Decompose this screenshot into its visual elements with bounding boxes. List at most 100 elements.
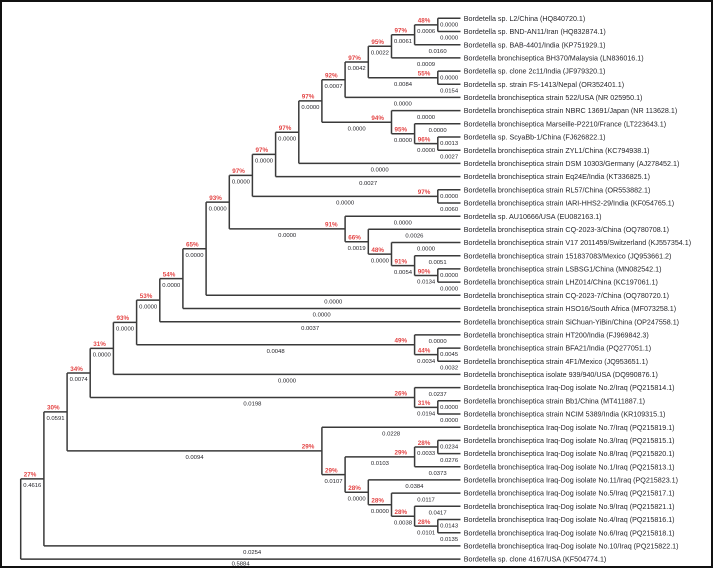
svg-text:0.0000: 0.0000	[371, 509, 390, 515]
svg-text:0.0000: 0.0000	[348, 126, 367, 132]
svg-text:27%: 27%	[24, 472, 37, 479]
svg-text:Bordetella bronchiseptica stra: Bordetella bronchiseptica strain V17 201…	[464, 239, 691, 247]
svg-text:Bordetella bronchiseptica stra: Bordetella bronchiseptica strain Bb1/Chi…	[464, 397, 645, 405]
svg-text:0.0000: 0.0000	[440, 23, 459, 29]
svg-text:Bordetella bronchiseptica Iraq: Bordetella bronchiseptica Iraq-Dog isola…	[464, 463, 675, 471]
svg-text:Bordetella bronchiseptica stra: Bordetella bronchiseptica strain 522/USA…	[464, 94, 643, 102]
svg-text:Bordetella bronchiseptica Iraq: Bordetella bronchiseptica Iraq-Dog isola…	[464, 543, 679, 551]
svg-text:Bordetella bronchiseptica Iraq: Bordetella bronchiseptica Iraq-Dog isola…	[464, 437, 675, 445]
svg-text:0.0154: 0.0154	[440, 89, 459, 95]
svg-text:0.0591: 0.0591	[46, 416, 64, 422]
svg-text:97%: 97%	[232, 168, 245, 175]
svg-text:Bordetella sp. AU10666/USA (EU: Bordetella sp. AU10666/USA (EU082163.1)	[464, 213, 602, 221]
svg-text:0.0373: 0.0373	[429, 471, 448, 477]
svg-text:0.0006: 0.0006	[417, 29, 436, 35]
svg-text:0.0103: 0.0103	[371, 461, 390, 467]
svg-text:Bordetella bronchiseptica Iraq: Bordetella bronchiseptica Iraq-Dog isola…	[464, 516, 675, 524]
svg-text:0.0000: 0.0000	[429, 339, 448, 345]
svg-text:0.0000: 0.0000	[255, 159, 274, 165]
svg-text:0.0000: 0.0000	[440, 418, 459, 424]
svg-text:0.0007: 0.0007	[324, 84, 342, 90]
svg-text:0.0061: 0.0061	[394, 39, 412, 45]
svg-text:Bordetella bronchiseptica stra: Bordetella bronchiseptica strain 4F1/Mex…	[464, 358, 648, 366]
svg-text:0.0060: 0.0060	[440, 207, 459, 213]
svg-text:97%: 97%	[279, 125, 292, 132]
svg-text:Bordetella bronchiseptica stra: Bordetella bronchiseptica strain ZYL1/Ch…	[464, 147, 650, 155]
svg-text:0.0009: 0.0009	[417, 62, 435, 68]
svg-text:97%: 97%	[302, 94, 315, 101]
svg-text:0.0117: 0.0117	[417, 497, 435, 503]
svg-text:0.0000: 0.0000	[209, 206, 228, 212]
svg-text:0.0033: 0.0033	[417, 451, 436, 457]
svg-text:Bordetella bronchiseptica Mars: Bordetella bronchiseptica Marseille-P221…	[464, 120, 666, 128]
svg-text:Bordetella sp. BND-AN11/Iran (: Bordetella sp. BND-AN11/Iran (HQ832874.1…	[464, 28, 606, 36]
svg-text:0.0000: 0.0000	[417, 115, 436, 121]
svg-text:Bordetella sp. BAB-4401/India: Bordetella sp. BAB-4401/India (KP751929.…	[464, 41, 606, 49]
svg-text:0.0135: 0.0135	[440, 537, 459, 543]
svg-text:31%: 31%	[418, 400, 431, 407]
svg-text:93%: 93%	[209, 195, 222, 202]
svg-text:28%: 28%	[418, 519, 431, 526]
svg-text:0.0134: 0.0134	[417, 280, 436, 286]
svg-text:94%: 94%	[371, 115, 384, 122]
svg-text:Bordetella bronchiseptica stra: Bordetella bronchiseptica strain CQ-2023…	[464, 226, 669, 234]
svg-text:0.0026: 0.0026	[405, 234, 424, 240]
svg-text:Bordetella sp. clone 4167/USA: Bordetella sp. clone 4167/USA (KF504774.…	[464, 556, 607, 564]
svg-text:Bordetella bronchiseptica BH37: Bordetella bronchiseptica BH370/Malaysia…	[464, 55, 644, 63]
svg-text:0.0000: 0.0000	[139, 304, 158, 310]
svg-text:97%: 97%	[348, 55, 361, 62]
svg-text:Bordetella bronchiseptica Iraq: Bordetella bronchiseptica Iraq-Dog isola…	[464, 424, 675, 432]
svg-text:29%: 29%	[394, 450, 407, 457]
svg-text:0.0034: 0.0034	[417, 359, 436, 365]
svg-text:0.0417: 0.0417	[429, 511, 447, 517]
svg-text:29%: 29%	[325, 467, 338, 474]
svg-text:Bordetella bronchiseptica Iraq: Bordetella bronchiseptica Iraq-Dog isola…	[464, 477, 678, 485]
svg-text:91%: 91%	[325, 222, 338, 229]
svg-text:28%: 28%	[418, 440, 431, 447]
svg-text:0.0000: 0.0000	[348, 497, 367, 503]
svg-text:97%: 97%	[255, 147, 268, 154]
svg-text:Bordetella bronchiseptica stra: Bordetella bronchiseptica strain Eq24E/I…	[464, 173, 650, 181]
svg-text:0.0198: 0.0198	[243, 402, 262, 408]
svg-text:0.0037: 0.0037	[301, 326, 319, 332]
svg-text:Bordetella bronchiseptica stra: Bordetella bronchiseptica strain 1518370…	[464, 252, 672, 260]
svg-text:0.0000: 0.0000	[93, 353, 112, 359]
svg-text:66%: 66%	[348, 235, 361, 242]
svg-text:0.0022: 0.0022	[371, 51, 389, 57]
svg-text:Bordetella bronchiseptica stra: Bordetella bronchiseptica strain BFA21/I…	[464, 345, 651, 353]
svg-text:28%: 28%	[394, 509, 407, 516]
svg-text:29%: 29%	[302, 444, 315, 451]
svg-text:0.0000: 0.0000	[417, 148, 436, 154]
svg-text:0.0000: 0.0000	[278, 136, 297, 142]
svg-text:0.0051: 0.0051	[429, 260, 447, 266]
svg-text:Bordetella sp. L2/China (HQ840: Bordetella sp. L2/China (HQ840720.1)	[464, 15, 585, 23]
svg-text:0.0000: 0.0000	[440, 75, 459, 81]
svg-text:96%: 96%	[418, 136, 431, 143]
svg-text:0.0194: 0.0194	[417, 412, 436, 418]
svg-text:Bordetella bronchiseptica stra: Bordetella bronchiseptica strain DSM 103…	[464, 160, 680, 168]
svg-text:49%: 49%	[394, 338, 407, 345]
svg-text:0.0143: 0.0143	[440, 524, 459, 530]
svg-text:0.0237: 0.0237	[429, 392, 447, 398]
svg-text:0.0228: 0.0228	[382, 431, 401, 437]
svg-text:55%: 55%	[418, 71, 431, 78]
svg-text:0.0000: 0.0000	[440, 273, 459, 279]
svg-text:0.0160: 0.0160	[429, 49, 448, 55]
svg-text:93%: 93%	[116, 315, 129, 322]
svg-text:0.0000: 0.0000	[371, 258, 390, 264]
svg-text:0.0000: 0.0000	[116, 327, 135, 333]
svg-text:91%: 91%	[394, 258, 407, 265]
svg-text:0.0000: 0.0000	[440, 36, 459, 42]
svg-text:0.0084: 0.0084	[394, 82, 413, 88]
svg-text:0.0000: 0.0000	[440, 286, 459, 292]
svg-text:0.0027: 0.0027	[359, 181, 377, 187]
svg-text:0.0048: 0.0048	[267, 349, 286, 355]
svg-text:0.0000: 0.0000	[185, 253, 204, 259]
svg-text:0.0000: 0.0000	[232, 180, 251, 186]
svg-text:Bordetella bronchiseptica stra: Bordetella bronchiseptica strain NCIM 53…	[464, 411, 666, 419]
svg-text:95%: 95%	[371, 39, 384, 46]
svg-text:Bordetella bronchiseptica stra: Bordetella bronchiseptica strain NBRC 13…	[464, 107, 677, 115]
svg-text:0.0000: 0.0000	[440, 405, 459, 411]
svg-text:65%: 65%	[186, 242, 199, 249]
svg-text:0.0000: 0.0000	[278, 379, 297, 385]
